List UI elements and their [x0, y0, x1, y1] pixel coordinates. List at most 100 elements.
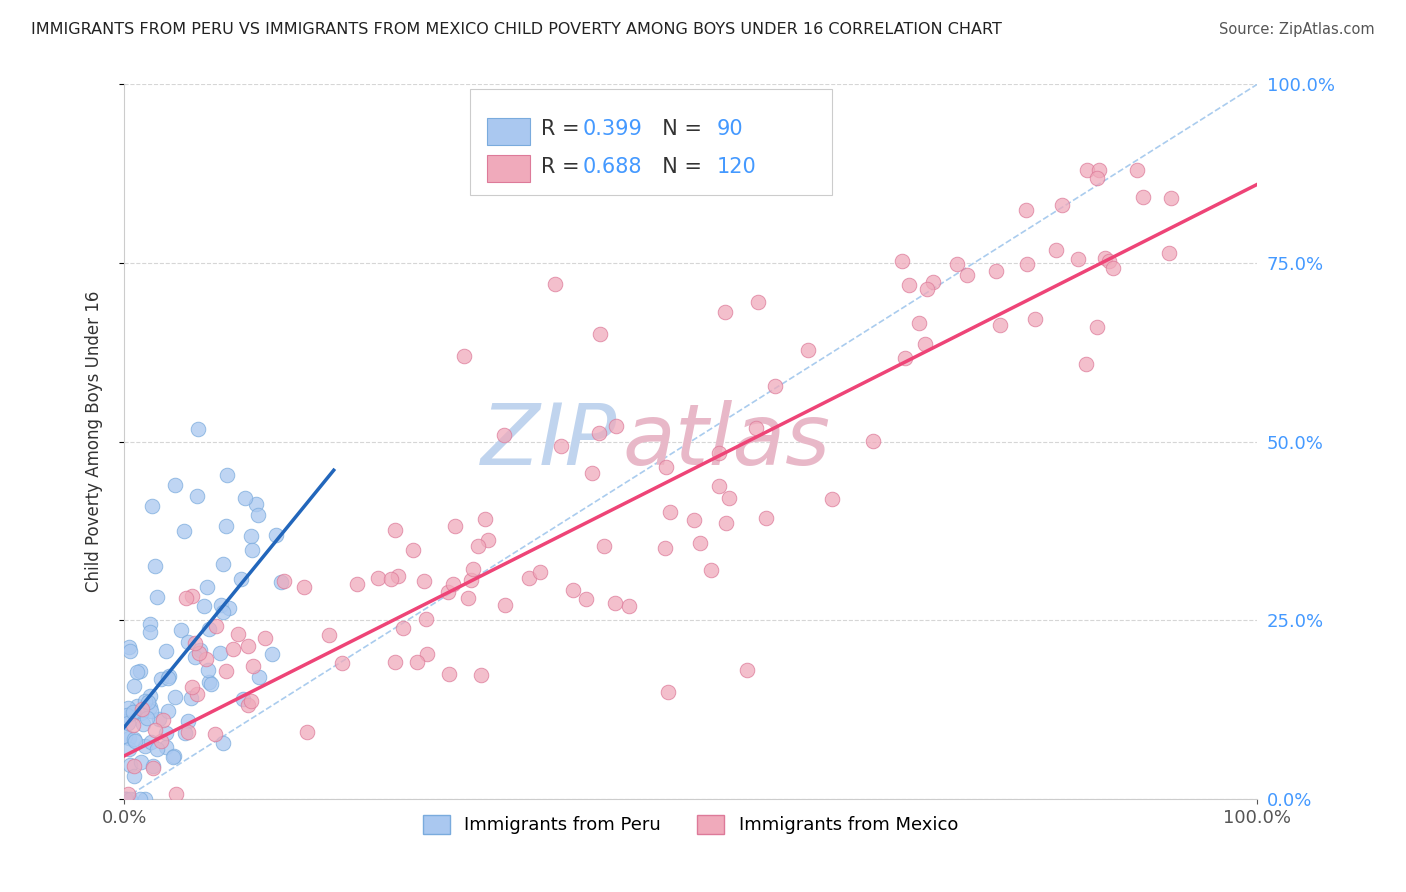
Point	[181, 589, 204, 603]
Point	[193, 599, 215, 614]
Point	[588, 425, 610, 440]
Point	[150, 672, 173, 686]
Point	[198, 622, 221, 636]
Point	[735, 663, 758, 677]
Point	[1076, 163, 1098, 178]
Point	[581, 466, 603, 480]
Point	[134, 694, 156, 708]
Point	[134, 739, 156, 754]
Point	[124, 732, 146, 747]
Point	[197, 663, 219, 677]
Point	[187, 422, 209, 436]
Point	[955, 268, 977, 283]
Point	[1160, 191, 1182, 205]
Point	[443, 519, 465, 533]
Point	[209, 598, 232, 612]
Point	[391, 621, 413, 635]
Point	[118, 742, 141, 756]
Point	[384, 523, 406, 537]
Point	[173, 524, 195, 538]
FancyBboxPatch shape	[470, 89, 832, 195]
Point	[1102, 261, 1125, 276]
Point	[380, 572, 402, 586]
Point	[474, 512, 496, 526]
Point	[148, 712, 170, 726]
Point	[467, 539, 489, 553]
Point	[177, 725, 200, 739]
Point	[236, 698, 259, 713]
Point	[654, 541, 676, 556]
Point	[174, 591, 197, 605]
Point	[413, 574, 436, 588]
Point	[165, 477, 187, 491]
Point	[605, 596, 627, 610]
Point	[194, 651, 217, 665]
Point	[550, 439, 572, 453]
Point	[141, 499, 163, 513]
Point	[114, 792, 136, 806]
Point	[239, 694, 262, 708]
Point	[205, 619, 228, 633]
Point	[129, 706, 152, 720]
Point	[441, 577, 464, 591]
Point	[208, 646, 231, 660]
Point	[218, 600, 240, 615]
Point	[1087, 163, 1109, 178]
Point	[222, 641, 245, 656]
Point	[231, 572, 253, 586]
Point	[914, 337, 936, 351]
Point	[891, 254, 914, 268]
Point	[897, 278, 920, 293]
Point	[155, 739, 177, 754]
Text: Source: ZipAtlas.com: Source: ZipAtlas.com	[1219, 22, 1375, 37]
Point	[406, 655, 429, 669]
Point	[437, 666, 460, 681]
Point	[387, 569, 409, 583]
Point	[1094, 251, 1116, 265]
Point	[122, 718, 145, 732]
Text: R =: R =	[541, 120, 586, 139]
Point	[122, 679, 145, 693]
Text: R =: R =	[541, 157, 586, 177]
Point	[117, 715, 139, 730]
Point	[245, 497, 267, 511]
Point	[149, 734, 172, 748]
Point	[163, 690, 186, 704]
Point	[273, 574, 295, 589]
Point	[157, 669, 180, 683]
FancyBboxPatch shape	[486, 118, 530, 145]
Point	[574, 592, 596, 607]
Point	[143, 559, 166, 574]
Point	[142, 758, 165, 772]
Point	[1074, 357, 1097, 371]
Point	[152, 713, 174, 727]
Point	[1015, 202, 1038, 217]
Point	[922, 276, 945, 290]
Point	[384, 655, 406, 669]
Point	[188, 643, 211, 657]
Point	[115, 792, 138, 806]
Point	[114, 792, 136, 806]
Point	[163, 748, 186, 763]
Point	[195, 580, 218, 594]
Point	[135, 711, 157, 725]
Point	[125, 665, 148, 679]
Point	[330, 656, 353, 670]
Point	[1085, 320, 1108, 334]
Point	[118, 731, 141, 746]
Point	[470, 668, 492, 682]
Point	[177, 634, 200, 648]
FancyBboxPatch shape	[486, 155, 530, 182]
Point	[658, 505, 681, 519]
Point	[240, 543, 263, 558]
Point	[242, 659, 264, 673]
Point	[1067, 252, 1090, 267]
Point	[124, 769, 146, 783]
Point	[170, 623, 193, 637]
Point	[186, 489, 208, 503]
Point	[1098, 253, 1121, 268]
Point	[145, 723, 167, 738]
Point	[246, 508, 269, 523]
Point	[139, 617, 162, 632]
Point	[453, 349, 475, 363]
